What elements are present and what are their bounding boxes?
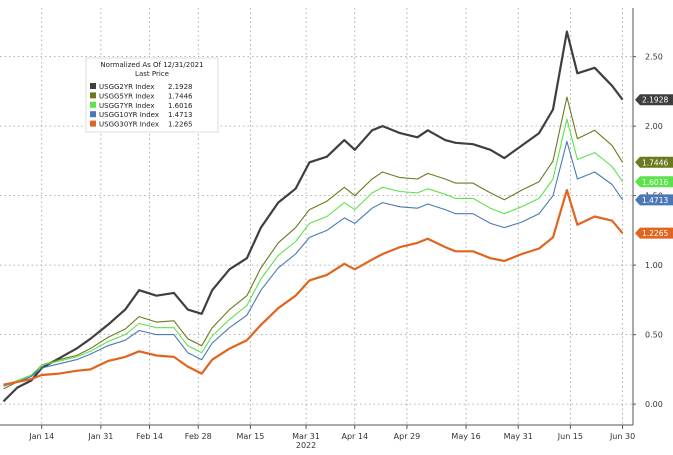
last-value-tag: 1.4713 — [635, 194, 673, 206]
legend-swatch — [90, 92, 96, 99]
legend-swatch — [90, 101, 96, 108]
last-value-tag-bg — [635, 94, 673, 106]
x-tick-label: May 31 — [504, 432, 533, 441]
series-lines — [2, 30, 624, 403]
legend-swatch — [90, 83, 96, 89]
series-line-usgg5yr-index — [3, 96, 624, 390]
gridlines — [0, 8, 633, 425]
last-value-tag-text: 2.1928 — [642, 96, 668, 105]
series-line-usgg10yr-index — [3, 140, 624, 387]
last-value-tag-bg — [635, 156, 673, 168]
legend-title: Normalized As Of 12/31/2021 — [100, 61, 203, 69]
x-year-label: 2022 — [296, 441, 316, 450]
x-tick-label: Jan 14 — [28, 432, 54, 441]
y-tick-label: 2.50 — [645, 53, 663, 62]
last-value-tag: 2.1928 — [635, 94, 673, 106]
x-tick-label: Jan 31 — [87, 432, 113, 441]
x-tick-label: May 16 — [451, 432, 480, 441]
y-tick-label: 2.00 — [645, 122, 663, 131]
legend-entry-value: 2.1928 — [168, 83, 193, 91]
last-value-tag-text: 1.6016 — [642, 178, 668, 187]
y-tick-label: 0.00 — [645, 400, 663, 409]
last-value-tag: 1.6016 — [635, 176, 673, 188]
last-value-tag-text: 1.4713 — [642, 196, 668, 205]
legend-entry-name: USGG7YR Index — [99, 102, 155, 110]
last-value-tag: 1.2265 — [635, 227, 673, 239]
last-value-tag-text: 1.7446 — [642, 158, 668, 167]
legend-swatch — [90, 120, 96, 127]
last-value-tag-bg — [635, 227, 673, 239]
last-value-tag-bg — [635, 194, 673, 206]
legend-entry-name: USGG5YR Index — [99, 92, 155, 100]
legend-entry-name: USGG30YR Index — [99, 121, 159, 129]
x-tick-label: Mar 31 — [292, 432, 320, 441]
series-line-usgg2yr-index — [2, 30, 624, 403]
y-tick-label: 1.00 — [645, 261, 663, 270]
last-value-tag-text: 1.2265 — [642, 229, 668, 238]
x-tick-label: Feb 14 — [136, 432, 163, 441]
x-tick-label: Feb 28 — [185, 432, 212, 441]
last-value-tag-bg — [635, 176, 673, 188]
legend-entry-value: 1.7446 — [168, 92, 193, 100]
x-tick-label: Apr 14 — [341, 432, 368, 441]
x-tick-label: Jun 15 — [557, 432, 583, 441]
legend-entry-value: 1.2265 — [168, 121, 193, 129]
legend-box — [85, 57, 219, 133]
series-line-usgg7yr-index — [3, 118, 624, 387]
x-tick-label: Mar 15 — [237, 432, 265, 441]
y-tick-label: 0.50 — [645, 331, 663, 340]
legend-subtitle: Last Price — [135, 70, 169, 78]
last-value-labels: 2.1928 1.7446 1.6016 1.4713 1.2265 — [635, 94, 673, 239]
legend-swatch — [90, 111, 96, 118]
legend-entry-value: 1.4713 — [168, 111, 193, 119]
x-tick-label: Jun 30 — [609, 432, 635, 441]
last-value-tag: 1.7446 — [635, 156, 673, 168]
legend-entry-value: 1.6016 — [168, 102, 193, 110]
x-tick-label: Apr 29 — [394, 432, 421, 441]
series-line-usgg30yr-index — [3, 189, 624, 386]
legend-entry-name: USGG2YR Index — [99, 83, 155, 91]
legend-entry-name: USGG10YR Index — [99, 111, 159, 119]
